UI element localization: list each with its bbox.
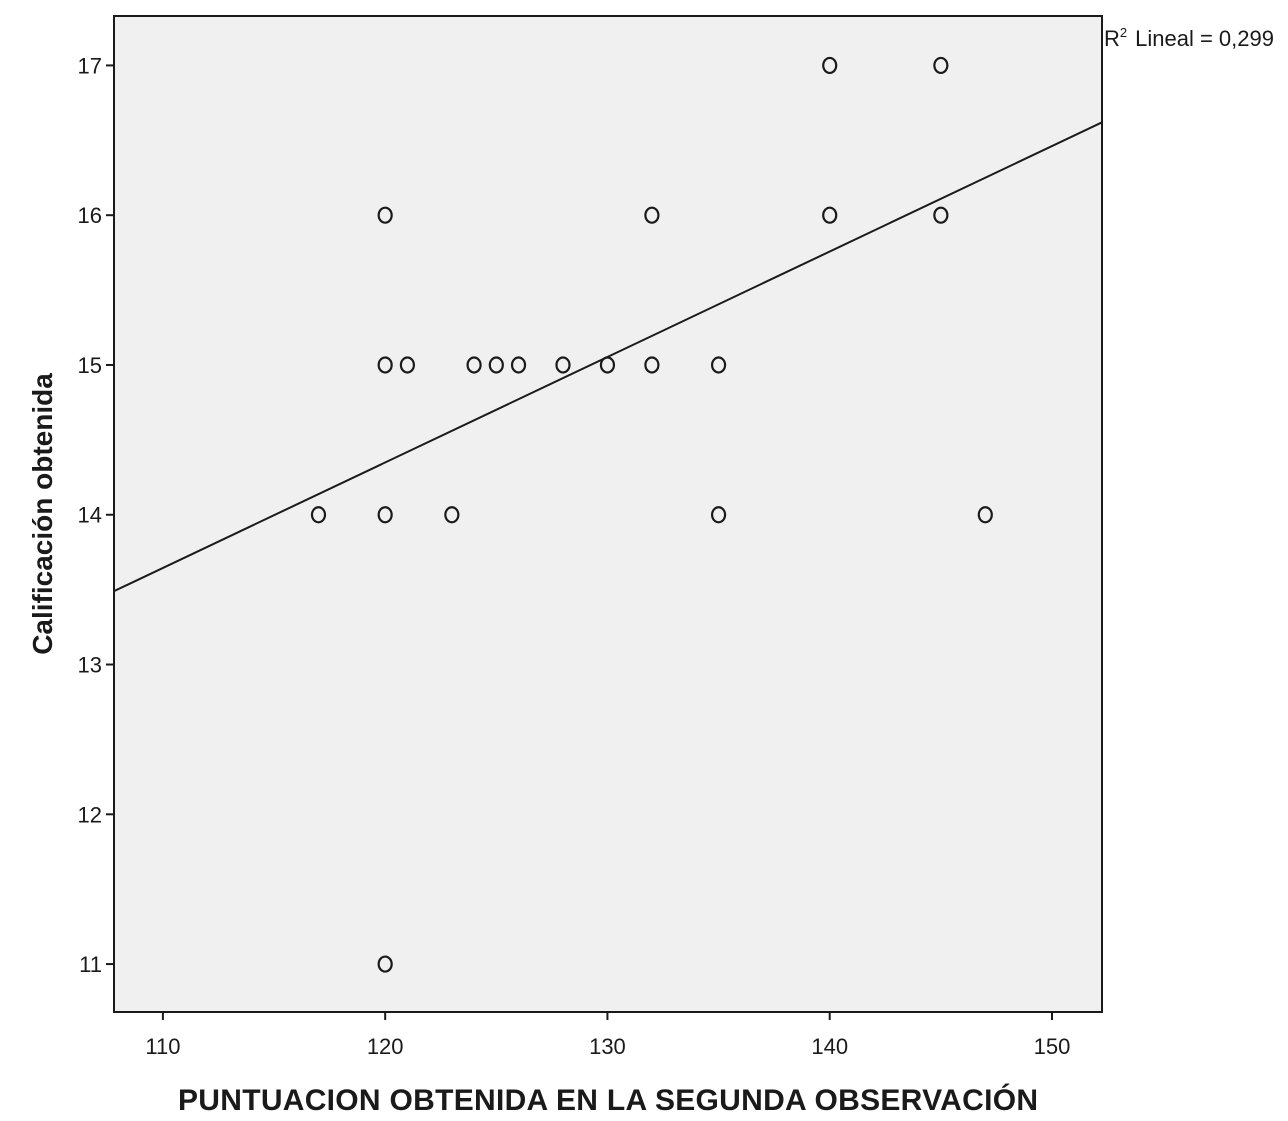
data-point [466, 356, 482, 374]
x-tick-label: 120 [367, 1034, 404, 1059]
data-point [644, 356, 660, 374]
y-tick-label: 13 [78, 653, 102, 678]
data-point [488, 356, 504, 374]
x-tick-label: 140 [811, 1034, 848, 1059]
x-tick-label: 110 [145, 1034, 180, 1059]
x-axis-label: PUNTUACION OBTENIDA EN LA SEGUNDA OBSERV… [178, 1083, 1038, 1116]
data-point [822, 206, 838, 224]
data-point [933, 206, 949, 224]
r2-prefix: R [1104, 26, 1120, 51]
data-point [599, 356, 616, 374]
y-tick-label: 16 [78, 203, 102, 228]
data-point [377, 506, 393, 524]
data-point [310, 506, 327, 524]
data-point [444, 506, 460, 524]
y-axis-label: Calificación obtenida [27, 373, 58, 655]
r2-text: Lineal = 0,299 [1135, 26, 1274, 51]
x-tick-label: 150 [1034, 1034, 1071, 1059]
y-tick-label: 15 [78, 353, 102, 378]
y-tick-label: 17 [78, 53, 102, 78]
x-tick-label: 130 [589, 1034, 626, 1059]
plot-area [113, 15, 1103, 1013]
data-point [710, 506, 727, 524]
data-point [377, 356, 393, 374]
r2-superscript: 2 [1120, 25, 1127, 40]
data-point [644, 206, 660, 224]
data-point [710, 356, 727, 374]
data-point [399, 356, 415, 374]
y-tick-label: 14 [78, 503, 102, 528]
data-point [822, 56, 838, 75]
data-point [555, 356, 571, 374]
data-point [977, 506, 993, 524]
y-tick-label: 11 [79, 952, 102, 977]
data-point [933, 56, 949, 75]
data-point [377, 206, 393, 224]
y-tick-label: 12 [78, 802, 102, 827]
r2-annotation: R2 Lineal = 0,299 [1104, 25, 1274, 51]
data-point [377, 955, 393, 973]
data-point [510, 356, 527, 374]
